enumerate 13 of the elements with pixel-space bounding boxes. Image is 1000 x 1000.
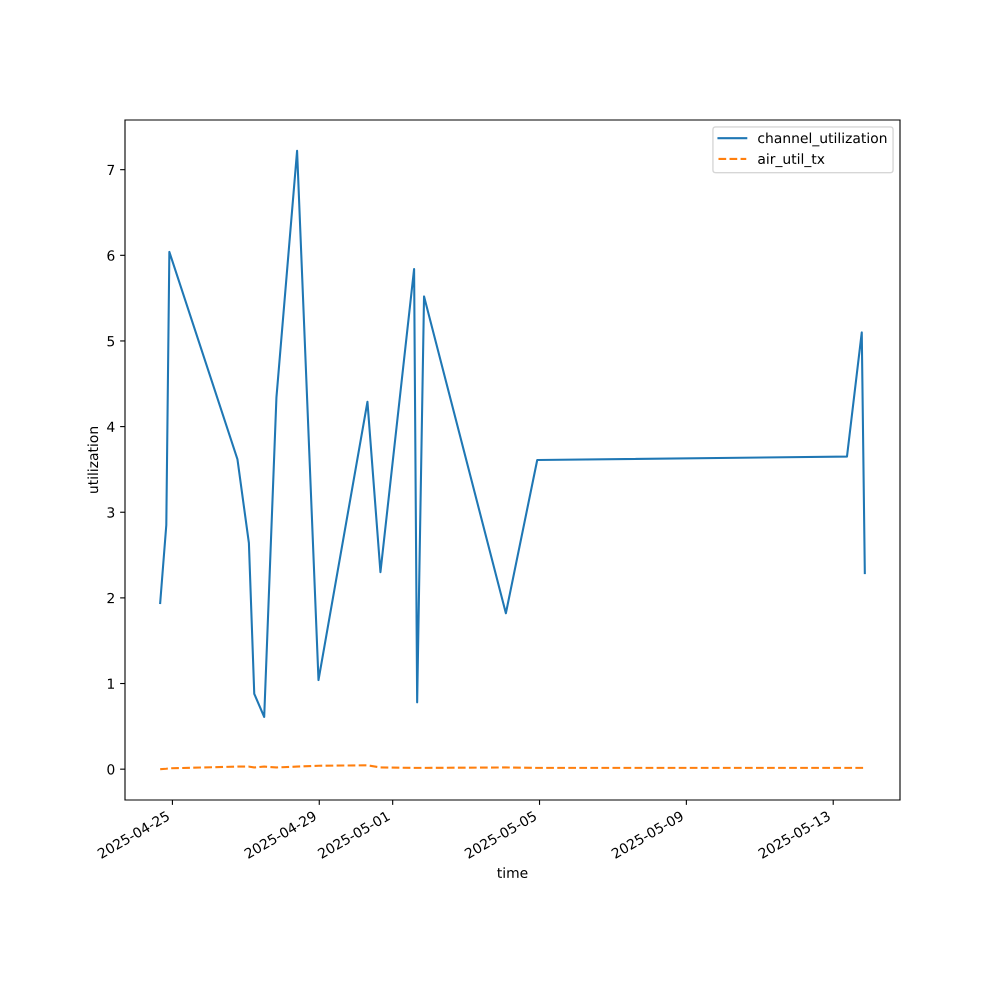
y-tick-label: 7	[108, 164, 114, 175]
x-axis-title: time	[497, 867, 528, 878]
y-axis-title: utilization	[87, 427, 98, 493]
legend-label: air_util_tx	[758, 153, 825, 168]
legend-label: channel_utilization	[758, 132, 886, 146]
y-tick-label: 5	[108, 336, 114, 346]
y-tick-label: 6	[107, 250, 114, 261]
y-tick-label: 1	[108, 678, 114, 689]
y-tick-label: 2	[107, 592, 114, 604]
line-series	[159, 150, 866, 718]
y-tick-label: 4	[107, 422, 114, 432]
y-tick-label: 0	[107, 764, 114, 775]
y-tick-label: 3	[108, 507, 114, 518]
